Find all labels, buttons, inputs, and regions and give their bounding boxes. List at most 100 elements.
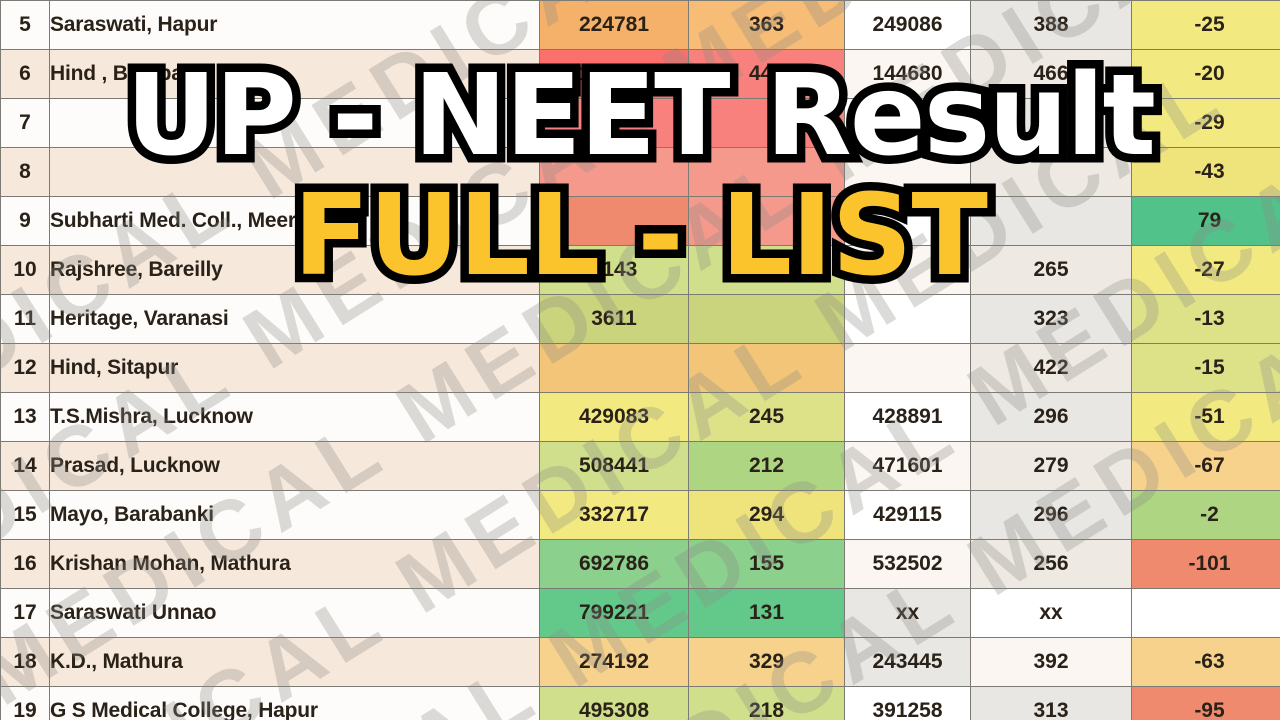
cell-rank-open[interactable]: 5143 [539, 245, 689, 295]
cell-score-open[interactable]: 446 [688, 49, 845, 99]
cell-rank-open[interactable] [539, 343, 689, 393]
table-row[interactable]: 5 Saraswati, Hapur 224781 363 249086 388 -25 [0, 0, 1280, 50]
cell-rank-open[interactable]: 129772 [539, 49, 689, 99]
cell-score-close[interactable]: 392 [970, 637, 1132, 687]
table-row[interactable]: 10 Rajshree, Bareilly 5143 265 -27 [0, 245, 1280, 295]
table-row[interactable]: 11 Heritage, Varanasi 3611 323 -13 [0, 294, 1280, 344]
cell-college-name[interactable]: Hind , Barabanki [49, 49, 540, 99]
cell-score-close[interactable]: 466 [970, 49, 1132, 99]
table-row[interactable]: 12 Hind, Sitapur 422 -15 [0, 343, 1280, 393]
cell-rank-close[interactable]: 428891 [844, 392, 971, 442]
cell-rank-close[interactable]: 532502 [844, 539, 971, 589]
table-row[interactable]: 19 G S Medical College, Hapur 495308 218 391… [0, 686, 1280, 720]
cell-score-open[interactable] [688, 343, 845, 393]
cell-score-open[interactable] [688, 294, 845, 344]
cell-college-name[interactable]: Heritage, Varanasi [49, 294, 540, 344]
cell-college-name[interactable]: Prasad, Lucknow [49, 441, 540, 491]
cell-serial-number[interactable]: 14 [0, 441, 50, 491]
cell-score-open[interactable]: 329 [688, 637, 845, 687]
cell-serial-number[interactable]: 8 [0, 147, 50, 197]
cell-rank-close[interactable]: 471601 [844, 441, 971, 491]
cell-score-close[interactable]: 265 [970, 245, 1132, 295]
cell-college-name[interactable]: T.S.Mishra, Lucknow [49, 392, 540, 442]
cell-rank-close[interactable]: 391258 [844, 686, 971, 720]
cell-score-open[interactable] [688, 196, 845, 246]
cell-score-close[interactable]: 279 [970, 441, 1132, 491]
cell-rank-open[interactable]: 224781 [539, 0, 689, 50]
cell-difference[interactable]: -2 [1131, 490, 1280, 540]
cell-score-open[interactable]: 294 [688, 490, 845, 540]
cell-serial-number[interactable]: 10 [0, 245, 50, 295]
cell-serial-number[interactable]: 19 [0, 686, 50, 720]
cell-difference[interactable]: -25 [1131, 0, 1280, 50]
cell-rank-open[interactable]: 799221 [539, 588, 689, 638]
cell-rank-open[interactable] [539, 196, 689, 246]
cell-college-name[interactable]: Mayo, Barabanki [49, 490, 540, 540]
cell-rank-close[interactable]: 429115 [844, 490, 971, 540]
cell-rank-open[interactable]: 692786 [539, 539, 689, 589]
cell-rank-close[interactable] [844, 98, 971, 148]
cell-rank-open[interactable]: 274192 [539, 637, 689, 687]
cell-college-name[interactable] [49, 98, 540, 148]
cell-college-name[interactable]: Saraswati, Hapur [49, 0, 540, 50]
cell-rank-close[interactable] [844, 343, 971, 393]
cell-score-close[interactable] [970, 147, 1132, 197]
cell-difference[interactable]: -95 [1131, 686, 1280, 720]
cell-score-close[interactable]: 313 [970, 686, 1132, 720]
cell-serial-number[interactable]: 18 [0, 637, 50, 687]
cell-difference[interactable]: 79 [1131, 196, 1280, 246]
cell-score-close[interactable]: 422 [970, 343, 1132, 393]
table-row[interactable]: 18 K.D., Mathura 274192 329 243445 392 -63 [0, 637, 1280, 687]
cell-score-open[interactable]: 212 [688, 441, 845, 491]
cell-difference[interactable]: -13 [1131, 294, 1280, 344]
cell-serial-number[interactable]: 6 [0, 49, 50, 99]
table-row[interactable]: 13 T.S.Mishra, Lucknow 429083 245 428891 296-… [0, 392, 1280, 442]
cell-rank-close[interactable] [844, 245, 971, 295]
cell-difference[interactable]: -67 [1131, 441, 1280, 491]
cell-serial-number[interactable]: 17 [0, 588, 50, 638]
cell-serial-number[interactable]: 5 [0, 0, 50, 50]
cell-college-name[interactable]: Saraswati Unnao [49, 588, 540, 638]
cell-score-open[interactable]: 245 [688, 392, 845, 442]
cell-college-name[interactable]: Subharti Med. Coll., Meerut [49, 196, 540, 246]
cell-score-open[interactable]: 155 [688, 539, 845, 589]
cell-serial-number[interactable]: 12 [0, 343, 50, 393]
table-row[interactable]: 7 -29 [0, 98, 1280, 148]
cell-rank-close[interactable] [844, 196, 971, 246]
cell-college-name[interactable]: Hind, Sitapur [49, 343, 540, 393]
table-row[interactable]: 8 -43 [0, 147, 1280, 197]
cell-difference[interactable]: -51 [1131, 392, 1280, 442]
cell-rank-close[interactable]: 249086 [844, 0, 971, 50]
cell-score-open[interactable] [688, 98, 845, 148]
cell-serial-number[interactable]: 7 [0, 98, 50, 148]
cell-college-name[interactable]: Krishan Mohan, Mathura [49, 539, 540, 589]
table-row[interactable]: 16 Krishan Mohan, Mathura 692786 155 532502 2… [0, 539, 1280, 589]
cell-difference[interactable]: -20 [1131, 49, 1280, 99]
cell-college-name[interactable]: K.D., Mathura [49, 637, 540, 687]
cell-score-open[interactable] [688, 147, 845, 197]
cell-score-open[interactable]: 131 [688, 588, 845, 638]
table-row[interactable]: 14 Prasad, Lucknow 508441 212 471601 279 -67 [0, 441, 1280, 491]
cell-rank-close[interactable] [844, 147, 971, 197]
cell-score-close[interactable]: 388 [970, 0, 1132, 50]
table-row[interactable]: 6 Hind , Barabanki 129772 446 144680 466 -20 [0, 49, 1280, 99]
cell-rank-close[interactable] [844, 294, 971, 344]
cell-score-open[interactable] [688, 245, 845, 295]
cell-rank-open[interactable] [539, 98, 689, 148]
cell-rank-open[interactable]: 3611 [539, 294, 689, 344]
cell-rank-close[interactable]: 144680 [844, 49, 971, 99]
cell-rank-open[interactable] [539, 147, 689, 197]
cell-score-close[interactable] [970, 98, 1132, 148]
cell-score-open[interactable]: 218 [688, 686, 845, 720]
cell-serial-number[interactable]: 13 [0, 392, 50, 442]
table-row[interactable]: 9 Subharti Med. Coll., Meerut 79 [0, 196, 1280, 246]
cell-difference[interactable]: -15 [1131, 343, 1280, 393]
cell-difference[interactable]: -29 [1131, 98, 1280, 148]
cell-score-close[interactable] [970, 196, 1132, 246]
cell-college-name[interactable] [49, 147, 540, 197]
cell-difference[interactable]: -101 [1131, 539, 1280, 589]
cell-rank-open[interactable]: 508441 [539, 441, 689, 491]
cell-score-close[interactable]: 296 [970, 490, 1132, 540]
cell-rank-open[interactable]: 495308 [539, 686, 689, 720]
cell-score-close[interactable]: xx [970, 588, 1132, 638]
